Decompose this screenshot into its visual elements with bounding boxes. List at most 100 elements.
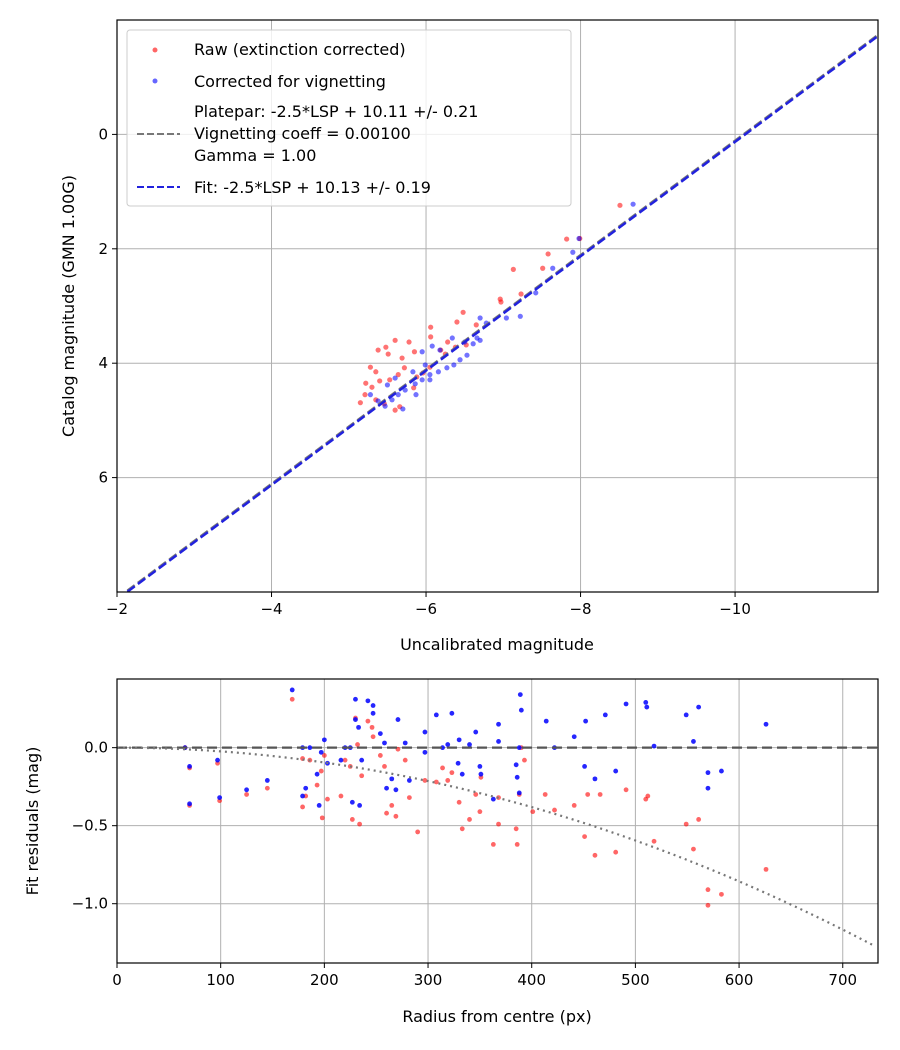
raw-point <box>585 792 591 797</box>
corrected-point <box>370 710 376 716</box>
raw-point <box>613 849 619 855</box>
corrected-point <box>517 313 523 319</box>
raw-point <box>522 757 527 763</box>
corrected-point <box>473 729 479 735</box>
legend-platepar: Platepar: -2.5*LSP + 10.11 +/- 0.21 <box>194 102 478 121</box>
corrected-point <box>440 745 445 751</box>
corrected-point <box>389 397 395 403</box>
raw-point <box>645 793 651 799</box>
corrected-point <box>217 795 223 800</box>
corrected-point <box>449 335 455 341</box>
x-tick-label: −4 <box>260 600 282 618</box>
corrected-point <box>705 770 711 776</box>
corrected-point <box>303 785 309 791</box>
corrected-point <box>449 710 455 716</box>
raw-point <box>395 372 401 378</box>
raw-point <box>445 339 451 345</box>
axes-frame <box>116 19 879 593</box>
corrected-point <box>550 265 556 271</box>
raw-point <box>402 757 408 763</box>
corrected-point <box>437 347 443 353</box>
corrected-point <box>496 739 501 744</box>
raw-point <box>369 384 375 390</box>
raw-point <box>399 355 405 361</box>
raw-point <box>377 753 383 758</box>
raw-point <box>564 236 570 242</box>
x-tick-label: 700 <box>828 971 857 989</box>
raw-point <box>393 813 399 819</box>
corrected-point <box>419 349 425 355</box>
raw-point <box>623 787 629 793</box>
corrected-point <box>427 372 433 378</box>
raw-point <box>355 742 360 747</box>
raw-point <box>244 792 249 797</box>
corrected-point <box>289 687 295 693</box>
raw-point <box>454 319 460 325</box>
corrected-point <box>187 801 192 807</box>
corrected-point <box>517 692 523 698</box>
bottom-x-label: Radius from centre (px) <box>402 1007 591 1026</box>
raw-point <box>401 365 408 371</box>
corrected-point <box>623 701 629 707</box>
corrected-point <box>427 377 433 383</box>
corrected-point <box>400 406 406 412</box>
raw-point <box>459 826 465 832</box>
raw-point <box>319 815 325 821</box>
x-tick-label: 300 <box>414 971 443 989</box>
corrected-point <box>402 740 408 746</box>
raw-point <box>382 763 387 769</box>
corrected-point <box>419 377 425 383</box>
corrected-point <box>467 742 472 747</box>
y-tick-label: 6 <box>98 469 108 487</box>
raw-point <box>321 753 327 758</box>
raw-point <box>338 793 344 799</box>
corrected-point <box>365 698 371 704</box>
y-tick-label: 4 <box>98 354 108 372</box>
raw-point <box>370 734 376 740</box>
legend: Raw (extinction corrected) Corrected for… <box>126 29 572 207</box>
raw-point <box>490 842 496 847</box>
bottom-plot: 0 100 200 300 400 500 600 700 0.0 −0.5 −1.0 <box>72 678 879 989</box>
raw-point <box>477 809 483 815</box>
corrected-point <box>384 382 391 388</box>
raw-point <box>592 852 598 858</box>
raw-point <box>428 334 434 340</box>
raw-point <box>422 778 428 783</box>
corrected-point <box>478 771 484 777</box>
raw-point <box>389 802 395 808</box>
corrected-point <box>392 375 398 381</box>
corrected-point <box>459 771 465 777</box>
raw-point <box>617 202 623 208</box>
corrected-point <box>413 392 419 398</box>
corrected-point <box>435 369 441 375</box>
x-tick-label: −8 <box>569 600 591 618</box>
raw-point <box>705 902 711 908</box>
y-tick-label: −1.0 <box>72 895 108 913</box>
y-tick-label: −0.5 <box>72 817 108 835</box>
corrected-point <box>643 700 649 705</box>
raw-point <box>387 377 393 383</box>
corrected-point <box>422 362 428 368</box>
x-tick-label: 0 <box>112 971 122 989</box>
corrected-point <box>395 392 401 398</box>
y-tick-label: 2 <box>98 240 108 258</box>
corrected-point <box>314 771 320 777</box>
raw-point <box>383 344 389 350</box>
raw-point <box>359 773 365 779</box>
corrected-point <box>464 352 470 358</box>
raw-point <box>683 821 689 827</box>
corrected-point <box>395 717 401 722</box>
raw-point <box>415 829 421 835</box>
x-tick-label: 200 <box>310 971 339 989</box>
corrected-point <box>338 757 344 763</box>
raw-point <box>373 369 379 375</box>
corrected-point <box>470 341 476 347</box>
raw-point <box>460 309 466 315</box>
legend-corrected-marker <box>152 78 158 84</box>
raw-point <box>384 810 389 816</box>
corrected-point <box>357 802 363 808</box>
corrected-point <box>477 337 483 343</box>
x-tick-label: 100 <box>206 971 235 989</box>
raw-point <box>496 821 501 827</box>
raw-point <box>406 795 412 800</box>
